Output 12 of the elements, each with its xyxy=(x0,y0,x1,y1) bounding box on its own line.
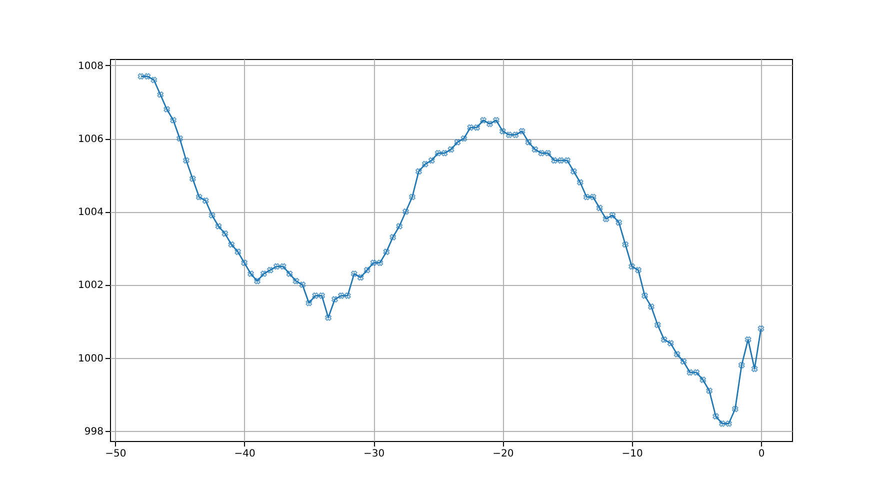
x-tick-label: −10 xyxy=(622,448,643,460)
x-tick-label: −30 xyxy=(363,448,385,460)
y-tick-label: 1004 xyxy=(78,207,104,218)
y-tick-label: 1008 xyxy=(78,60,104,72)
y-tick-label: 1000 xyxy=(78,353,104,364)
x-tick-label: −40 xyxy=(234,448,256,460)
y-tick-label: 998 xyxy=(84,426,104,438)
y-tick-label: 1006 xyxy=(78,134,104,146)
x-tick-label: −50 xyxy=(105,448,126,460)
y-tick-label: 1002 xyxy=(78,280,104,292)
x-tick-label: −20 xyxy=(492,448,514,460)
x-tick-label: 0 xyxy=(758,448,765,460)
